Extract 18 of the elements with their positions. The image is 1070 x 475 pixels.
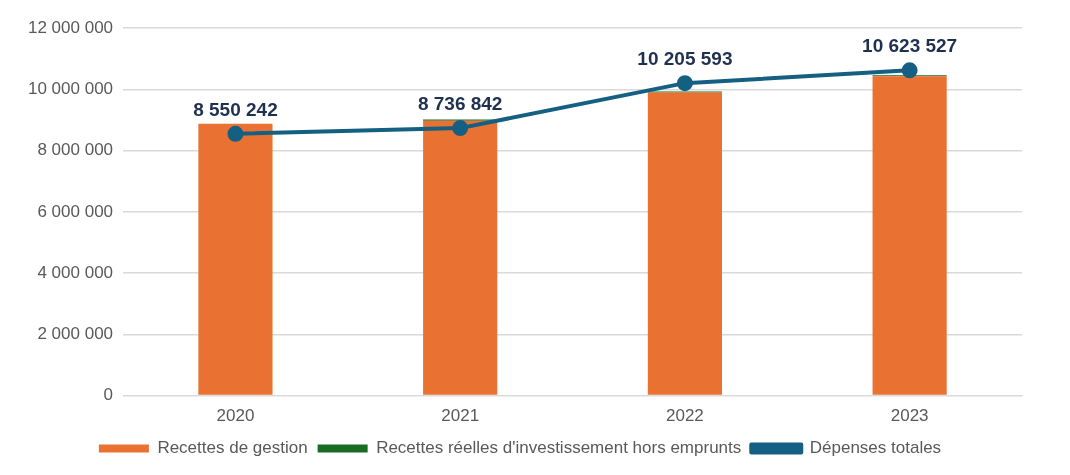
y-tick-label: 12 000 000 bbox=[27, 17, 114, 37]
y-tick-label: 10 000 000 bbox=[27, 79, 114, 99]
data-label: 10 205 593 bbox=[637, 47, 733, 69]
y-tick-label: 0 bbox=[103, 385, 114, 405]
legend-label: Recettes de gestion bbox=[157, 438, 308, 458]
data-label: 8 736 842 bbox=[417, 92, 503, 114]
y-tick-label: 8 000 000 bbox=[37, 140, 114, 160]
legend-label: Dépenses totales bbox=[809, 438, 942, 458]
data-label: 10 623 527 bbox=[862, 35, 958, 57]
y-tick-label: 4 000 000 bbox=[37, 262, 114, 282]
x-tick-label: 2023 bbox=[890, 406, 929, 426]
y-tick-label: 2 000 000 bbox=[37, 324, 114, 344]
x-tick-label: 2020 bbox=[216, 406, 255, 426]
y-tick-label: 6 000 000 bbox=[37, 201, 114, 221]
x-tick-label: 2021 bbox=[441, 406, 480, 426]
data-label: 8 550 242 bbox=[193, 98, 278, 120]
x-tick-label: 2022 bbox=[665, 406, 704, 426]
legend-label: Recettes réelles d'investissement hors emprunts bbox=[376, 438, 742, 458]
